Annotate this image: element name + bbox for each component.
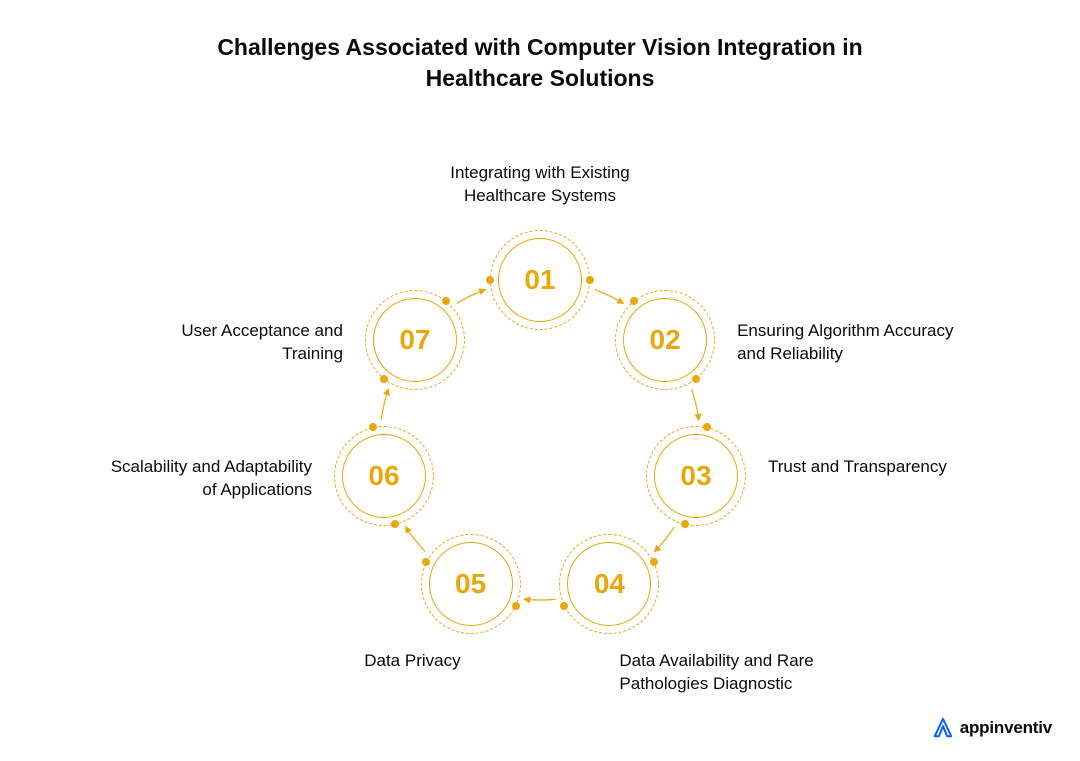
logo-text: appinventiv — [960, 718, 1052, 738]
diagram-node-05: 05 — [423, 536, 519, 632]
node-dot — [681, 520, 689, 528]
diagram-node-03: 03 — [648, 428, 744, 524]
node-number: 05 — [455, 568, 486, 600]
node-label-06: Scalability and Adaptability of Applicat… — [92, 456, 312, 502]
connector-arrow — [524, 599, 556, 600]
node-dot — [692, 375, 700, 383]
node-number: 02 — [650, 324, 681, 356]
page-title: Challenges Associated with Computer Visi… — [180, 32, 900, 94]
node-number: 04 — [594, 568, 625, 600]
diagram-node-06: 06 — [336, 428, 432, 524]
diagram-node-02: 02 — [617, 292, 713, 388]
node-dot — [586, 276, 594, 284]
node-label-03: Trust and Transparency — [768, 456, 947, 479]
node-number: 03 — [680, 460, 711, 492]
node-dot — [560, 602, 568, 610]
circular-diagram: 01 Integrating with Existing Healthcare S… — [0, 140, 1080, 680]
node-label-04: Data Availability and Rare Pathologies D… — [619, 650, 839, 696]
node-dot — [422, 558, 430, 566]
diagram-node-07: 07 — [367, 292, 463, 388]
connector-arrow — [381, 389, 388, 420]
node-number: 06 — [368, 460, 399, 492]
node-label-02: Ensuring Algorithm Accuracy and Reliabil… — [737, 320, 957, 366]
connector-arrow — [655, 527, 675, 552]
node-number: 01 — [524, 264, 555, 296]
node-dot — [650, 558, 658, 566]
diagram-node-01: 01 — [492, 232, 588, 328]
connector-arrow — [692, 389, 699, 420]
connector-arrows — [0, 140, 1080, 680]
node-dot — [512, 602, 520, 610]
node-label-05: Data Privacy — [364, 650, 460, 673]
node-number: 07 — [399, 324, 430, 356]
brand-logo: appinventiv — [932, 717, 1052, 739]
diagram-node-04: 04 — [561, 536, 657, 632]
node-dot — [380, 375, 388, 383]
node-dot — [391, 520, 399, 528]
node-dot — [442, 297, 450, 305]
node-dot — [703, 423, 711, 431]
node-label-01: Integrating with Existing Healthcare Sys… — [410, 162, 670, 208]
node-dot — [369, 423, 377, 431]
node-label-07: User Acceptance and Training — [123, 320, 343, 366]
node-dot — [486, 276, 494, 284]
logo-mark-icon — [932, 717, 954, 739]
node-dot — [630, 297, 638, 305]
